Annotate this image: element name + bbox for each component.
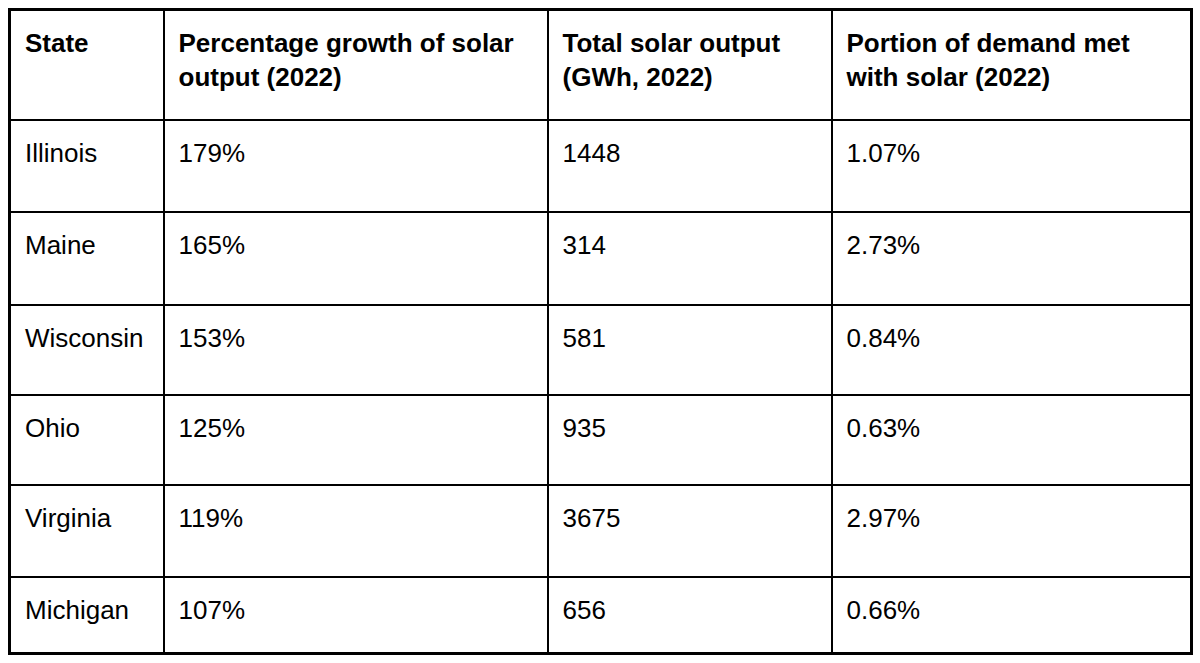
demand-portion-cell: 0.84%	[832, 305, 1192, 395]
table-row-virginia: Virginia 119% 3675 2.97%	[10, 485, 1192, 577]
demand-portion-cell: 2.97%	[832, 485, 1192, 577]
table-row-illinois: Illinois 179% 1448 1.07%	[10, 120, 1192, 212]
table-row-wisconsin: Wisconsin 153% 581 0.84%	[10, 305, 1192, 395]
state-cell: Wisconsin	[10, 305, 164, 395]
state-cell: Michigan	[10, 577, 164, 654]
table-row-ohio: Ohio 125% 935 0.63%	[10, 395, 1192, 485]
table-header-row: State Percentage growth of solar output …	[10, 10, 1192, 120]
state-cell: Illinois	[10, 120, 164, 212]
total-output-cell: 581	[548, 305, 832, 395]
total-output-cell: 3675	[548, 485, 832, 577]
growth-cell: 165%	[164, 212, 548, 305]
demand-portion-cell: 1.07%	[832, 120, 1192, 212]
state-cell: Ohio	[10, 395, 164, 485]
total-output-cell: 314	[548, 212, 832, 305]
growth-cell: 107%	[164, 577, 548, 654]
growth-cell: 179%	[164, 120, 548, 212]
growth-cell: 119%	[164, 485, 548, 577]
growth-cell: 153%	[164, 305, 548, 395]
demand-portion-cell: 0.66%	[832, 577, 1192, 654]
total-output-cell: 1448	[548, 120, 832, 212]
column-header-demand-portion: Portion of demand met with solar (2022)	[832, 10, 1192, 120]
page-background: State Percentage growth of solar output …	[0, 0, 1200, 663]
state-cell: Maine	[10, 212, 164, 305]
state-cell: Virginia	[10, 485, 164, 577]
demand-portion-cell: 0.63%	[832, 395, 1192, 485]
column-header-growth: Percentage growth of solar output (2022)	[164, 10, 548, 120]
column-header-state: State	[10, 10, 164, 120]
table-row-maine: Maine 165% 314 2.73%	[10, 212, 1192, 305]
table-row-michigan: Michigan 107% 656 0.66%	[10, 577, 1192, 654]
total-output-cell: 656	[548, 577, 832, 654]
demand-portion-cell: 2.73%	[832, 212, 1192, 305]
growth-cell: 125%	[164, 395, 548, 485]
column-header-total-output: Total solar output (GWh, 2022)	[548, 10, 832, 120]
solar-output-table: State Percentage growth of solar output …	[8, 8, 1193, 655]
total-output-cell: 935	[548, 395, 832, 485]
